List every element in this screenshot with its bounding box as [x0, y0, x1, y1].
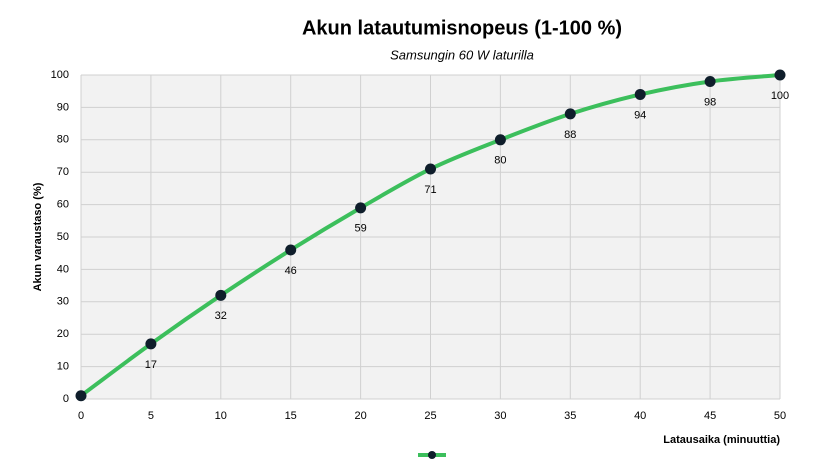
- data-label: 46: [285, 265, 297, 277]
- y-tick-label: 80: [57, 134, 69, 146]
- x-tick-label: 5: [148, 410, 154, 422]
- y-tick-label: 0: [63, 393, 69, 405]
- line: [79, 73, 781, 398]
- x-tick-label: 20: [354, 410, 366, 422]
- x-tick-label: 45: [704, 410, 716, 422]
- x-tick-label: 40: [634, 410, 646, 422]
- marker: [75, 390, 87, 402]
- chart-subtitle: Samsungin 60 W laturilla: [390, 47, 534, 62]
- marker: [355, 202, 367, 214]
- data-label: 59: [354, 223, 366, 235]
- marker: [215, 289, 227, 301]
- x-axis-label: Latausaika (minuuttia): [663, 434, 780, 446]
- data-label: 98: [704, 96, 716, 108]
- marker: [564, 108, 576, 120]
- y-tick-label: 30: [57, 296, 69, 308]
- data-label: 94: [634, 109, 646, 121]
- x-tick-label: 10: [215, 410, 227, 422]
- marker: [425, 163, 436, 175]
- data-label: 100: [771, 90, 789, 102]
- y-tick-label: 100: [51, 69, 69, 81]
- data-label: 88: [564, 129, 576, 141]
- x-tick-label: 30: [494, 410, 506, 422]
- y-tick-label: 90: [57, 101, 69, 113]
- marker: [634, 88, 646, 100]
- y-axis-label: Akun varaustaso (%): [32, 182, 44, 291]
- y-tick-label: 20: [57, 328, 69, 340]
- data-label: 17: [145, 359, 157, 371]
- x-tick-label: 35: [564, 410, 576, 422]
- data-label: 80: [494, 155, 506, 167]
- x-tick-label: 0: [78, 410, 84, 422]
- marker: [704, 75, 716, 87]
- y-tick-label: 60: [57, 199, 69, 211]
- legend-marker: [428, 451, 436, 459]
- data-label: 32: [215, 310, 227, 322]
- marker: [494, 134, 506, 146]
- marker: [145, 338, 157, 350]
- data-label: 71: [424, 184, 436, 196]
- y-tick-label: 40: [57, 263, 69, 275]
- chart-title: Akun latautumisnopeus (1-100 %): [302, 17, 622, 39]
- y-tick-label: 10: [57, 361, 69, 373]
- marker: [774, 69, 786, 81]
- x-tick-label: 50: [774, 410, 786, 422]
- x-tick-label: 15: [285, 410, 297, 422]
- y-tick-label: 50: [57, 231, 69, 243]
- marker: [285, 244, 297, 256]
- y-tick-label: 70: [57, 166, 69, 178]
- x-tick-label: 25: [424, 410, 436, 422]
